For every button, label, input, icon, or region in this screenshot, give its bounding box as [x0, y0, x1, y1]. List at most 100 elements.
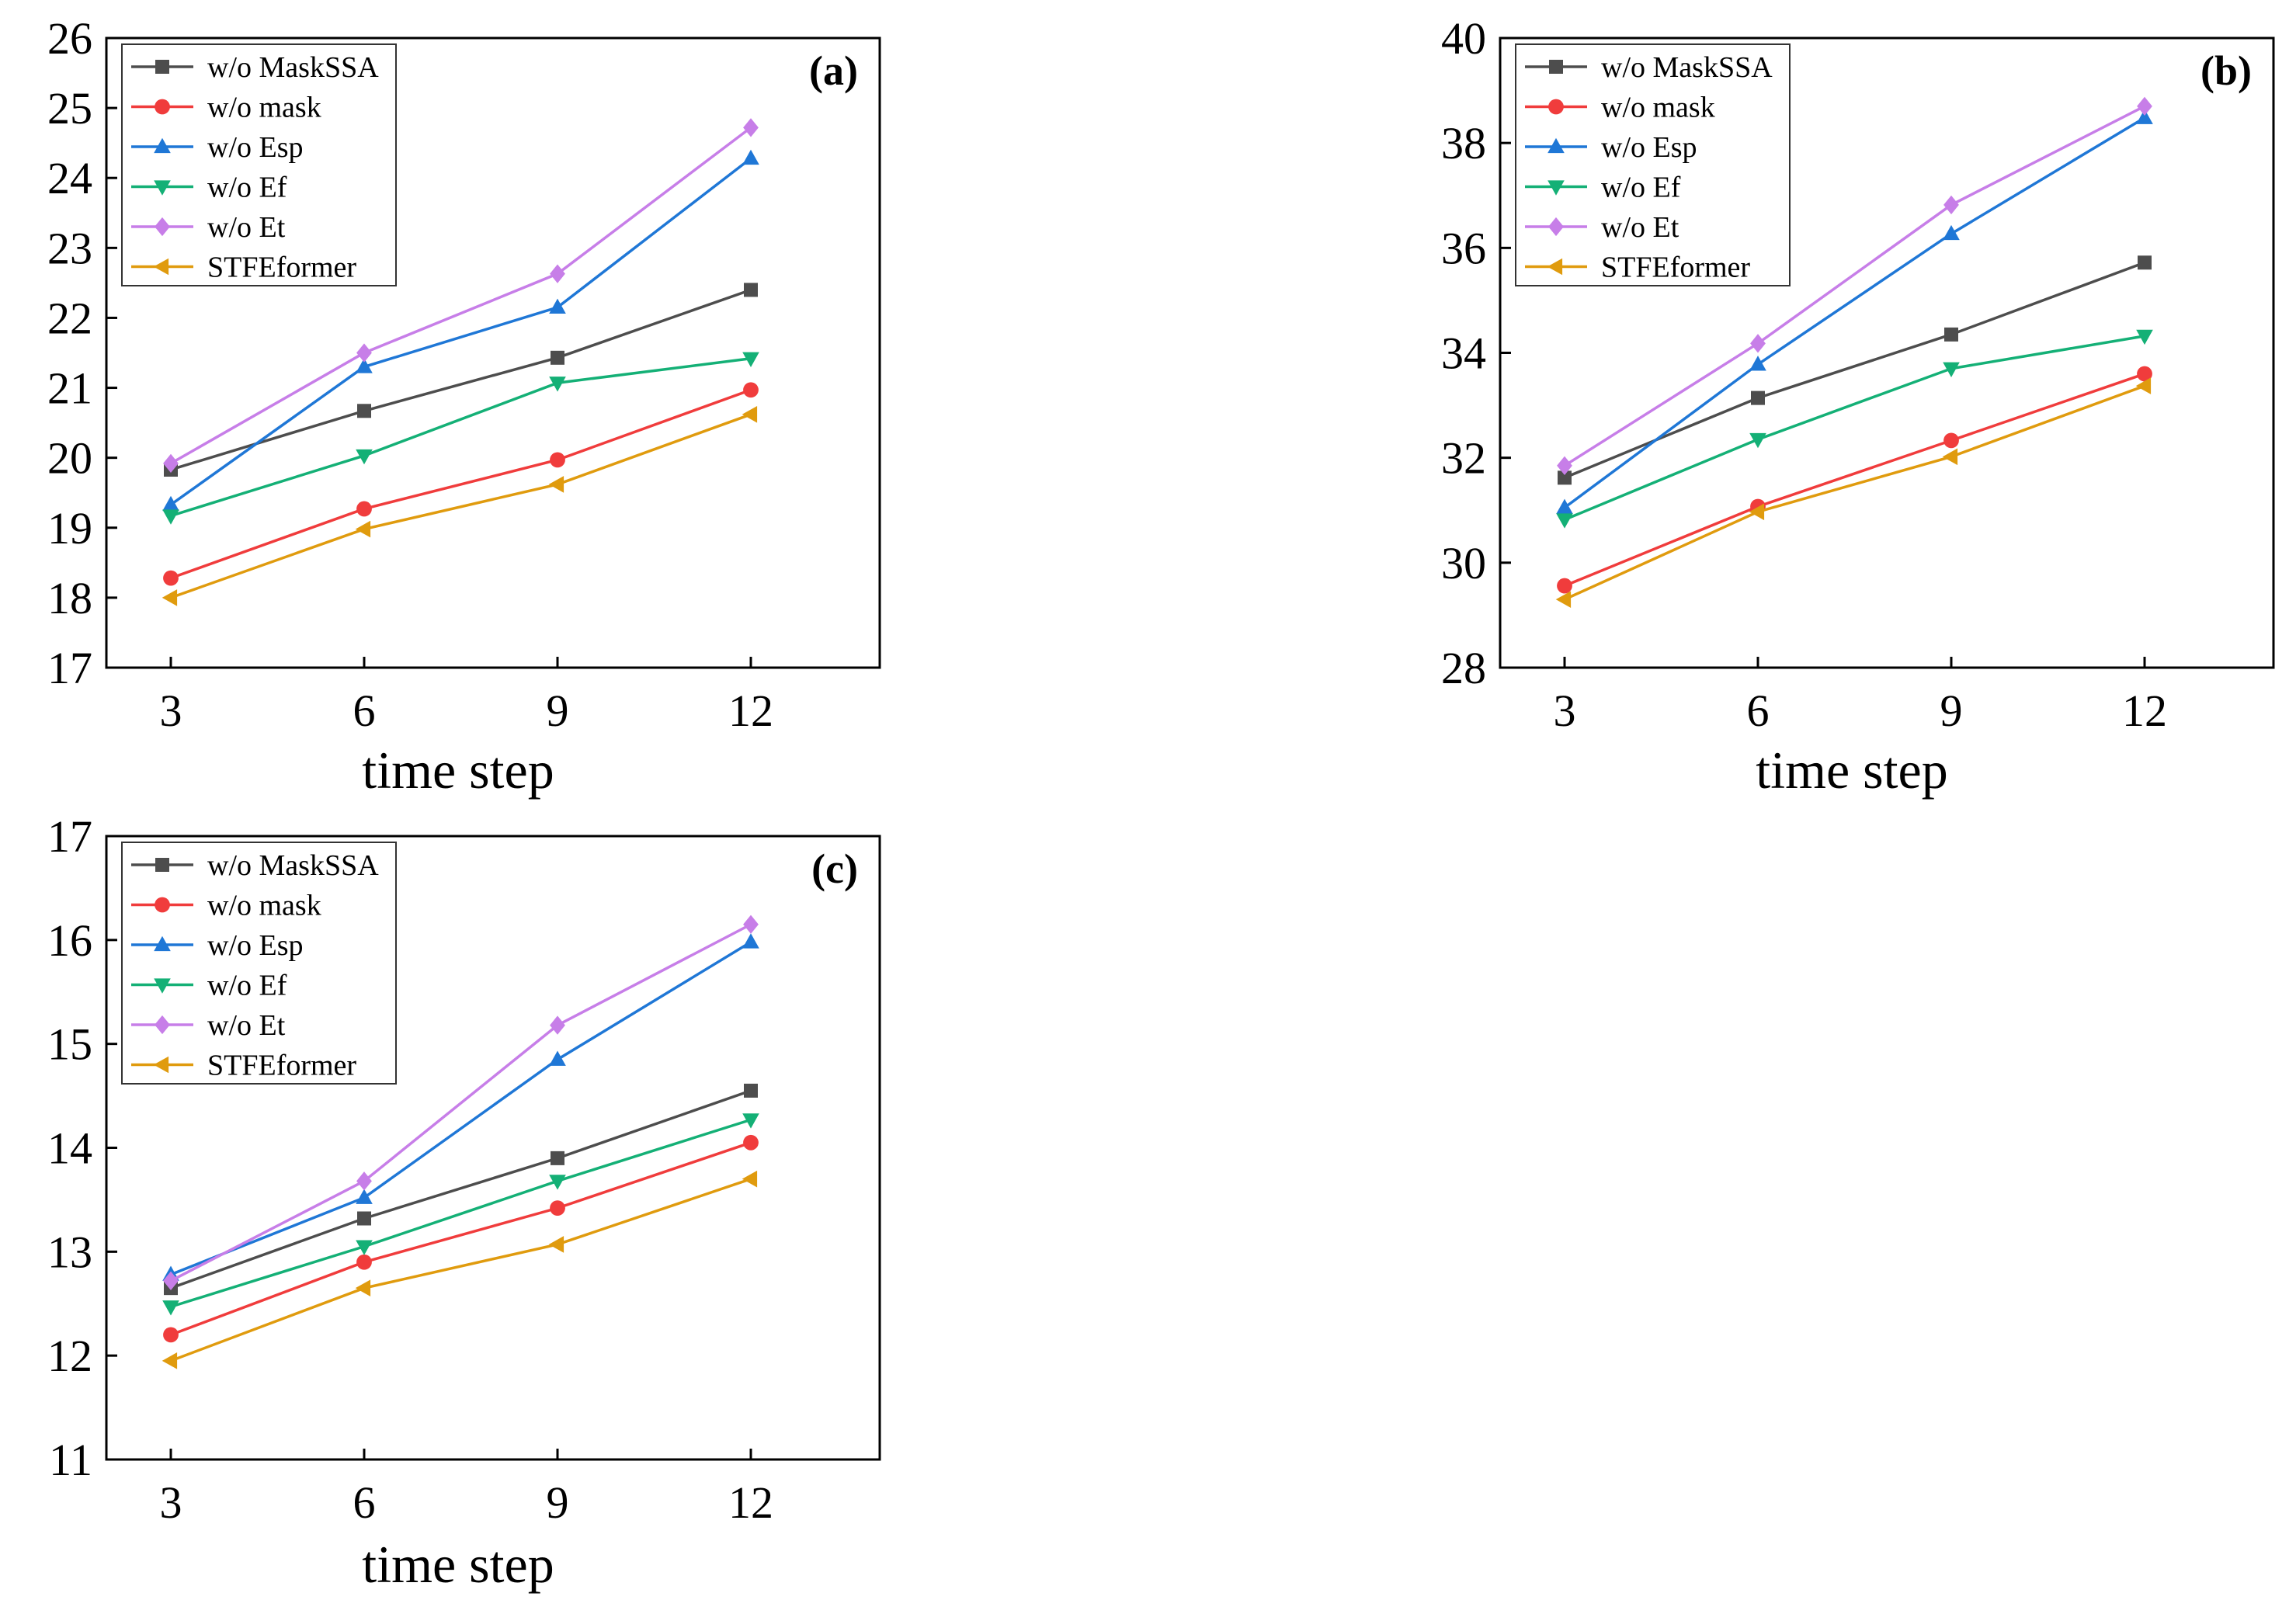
- data-point: [551, 350, 564, 365]
- data-point: [550, 1015, 565, 1035]
- legend-label: w/o Ef: [207, 172, 287, 204]
- data-point: [1943, 362, 1960, 378]
- legend-label: w/o Esp: [1601, 131, 1697, 164]
- data-point: [2136, 109, 2153, 124]
- legend-label: w/o mask: [207, 890, 321, 922]
- series-w-o-maskssa: [164, 1083, 758, 1296]
- x-tick-label: 6: [1747, 685, 1770, 736]
- data-point: [355, 1279, 371, 1296]
- series-w-o-ef: [162, 352, 759, 525]
- y-tick-label: 26: [47, 13, 92, 64]
- y-tick-label: 14: [47, 1123, 92, 1174]
- series-w-o-mask: [1557, 366, 2152, 594]
- series-line: [1564, 372, 2145, 588]
- legend-item: w/o Et: [131, 211, 286, 244]
- legend-marker: [154, 978, 171, 994]
- series-line: [170, 413, 752, 599]
- series-line: [1564, 105, 2145, 467]
- data-point: [1555, 591, 1572, 608]
- series-line: [170, 923, 752, 1282]
- legend-item: w/o Esp: [131, 929, 304, 962]
- data-point: [742, 405, 758, 423]
- y-tick-label: 25: [47, 83, 92, 134]
- y-tick-label: 36: [1441, 223, 1486, 273]
- legend-marker: [1548, 99, 1564, 115]
- y-tick-label: 23: [47, 223, 92, 273]
- legend-item: w/o Et: [1525, 211, 1679, 244]
- data-point: [356, 1189, 373, 1204]
- series-line: [1564, 384, 2145, 601]
- data-point: [1943, 195, 1959, 215]
- legend-item: w/o mask: [1525, 92, 1715, 124]
- data-point: [1942, 448, 1958, 466]
- y-tick-label: 30: [1441, 538, 1486, 588]
- series-stfeformer: [162, 405, 758, 606]
- x-tick-label: 6: [353, 1477, 376, 1528]
- x-axis-title: time step: [362, 741, 554, 800]
- data-point: [742, 1113, 759, 1129]
- y-tick-label: 17: [47, 643, 92, 693]
- data-point: [2137, 366, 2152, 382]
- data-point: [743, 1134, 759, 1151]
- data-point: [549, 1175, 566, 1190]
- legend-marker: [155, 897, 170, 913]
- x-tick-label: 12: [2122, 685, 2167, 736]
- data-point: [163, 570, 179, 586]
- legend-label: w/o Et: [207, 211, 286, 244]
- series-w-o-et: [163, 915, 759, 1290]
- legend-box: [121, 842, 397, 1085]
- x-tick-label: 12: [728, 685, 773, 736]
- legend-marker: [1547, 137, 1565, 154]
- y-tick-label: 20: [47, 433, 92, 484]
- series-line: [169, 157, 752, 506]
- data-point: [1750, 334, 1766, 353]
- data-point: [1943, 224, 1960, 241]
- legend: w/o MaskSSA w/o mask w/o Esp w/o Ef w/o Et ST…: [121, 842, 397, 1085]
- data-point: [549, 377, 566, 392]
- data-point: [743, 915, 759, 934]
- series-line: [170, 388, 752, 580]
- series-line: [170, 941, 752, 1276]
- legend-label: w/o MaskSSA: [207, 849, 379, 882]
- x-tick-label: 6: [353, 685, 376, 736]
- series-line: [170, 1177, 752, 1362]
- legend-marker: [1547, 258, 1563, 276]
- legend-marker: [155, 99, 170, 115]
- series-stfeformer: [1555, 377, 2152, 608]
- legend-label: w/o Esp: [207, 131, 304, 164]
- data-point: [549, 298, 566, 314]
- data-point: [162, 509, 179, 525]
- y-tick-label: 11: [49, 1435, 92, 1485]
- data-point: [548, 476, 564, 493]
- data-point: [356, 449, 373, 465]
- data-point: [1558, 470, 1572, 485]
- legend-marker: [154, 935, 171, 952]
- y-tick-label: 15: [47, 1019, 92, 1070]
- legend-label: w/o Ef: [1601, 172, 1681, 204]
- legend-item: w/o Ef: [1525, 172, 1681, 204]
- series-line: [170, 126, 752, 465]
- data-point: [742, 149, 759, 165]
- series-line: [170, 1118, 752, 1308]
- x-tick-label: 3: [160, 685, 182, 736]
- data-point: [743, 118, 759, 137]
- series-w-o-maskssa: [1558, 255, 2152, 485]
- y-tick-label: 22: [47, 293, 92, 343]
- y-tick-label: 16: [47, 915, 92, 966]
- data-point: [356, 358, 373, 373]
- legend-label: w/o MaskSSA: [207, 51, 379, 84]
- data-point: [742, 352, 759, 367]
- data-point: [357, 1211, 371, 1226]
- series-line: [1564, 335, 2145, 522]
- x-tick-label: 3: [160, 1477, 182, 1528]
- plot-frame: [105, 36, 881, 669]
- legend-marker: [1548, 217, 1564, 237]
- series-line: [170, 1141, 752, 1337]
- data-point: [1556, 498, 1573, 514]
- data-point: [1751, 390, 1765, 405]
- y-tick-label: 40: [1441, 13, 1486, 64]
- y-tick-label: 34: [1441, 328, 1486, 379]
- x-tick-label: 9: [547, 685, 569, 736]
